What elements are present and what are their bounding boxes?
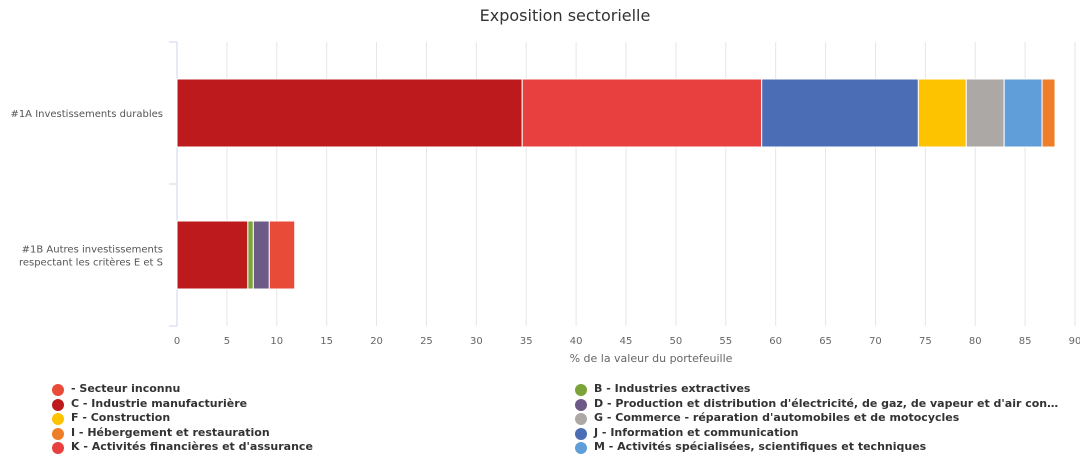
legend-marker: [575, 398, 587, 411]
x-tick-label: 55: [719, 336, 732, 347]
x-tick-label: 35: [520, 336, 533, 347]
category-label: #1A Investissements durables: [10, 109, 163, 120]
x-tick-label: 60: [769, 336, 782, 347]
bar-segment[interactable]: [761, 78, 919, 148]
x-tick-label: 25: [420, 336, 433, 347]
legend-label: J - Information et communication: [594, 425, 799, 439]
legend-marker: [52, 442, 64, 455]
legend-label: F - Construction: [71, 411, 171, 425]
x-tick-label: 50: [670, 336, 683, 347]
legend-label: D - Production et distribution d'électri…: [594, 396, 1059, 410]
category-labels: #1A Investissements durables #1B Autres i…: [10, 109, 163, 269]
category-label: respectant les critères E et S: [19, 257, 163, 269]
bar-segment[interactable]: [965, 78, 1005, 148]
legend-label: M - Activités spécialisées, scientifique…: [594, 440, 927, 454]
x-tick-label: 85: [1019, 336, 1032, 347]
x-tick-label: 10: [270, 336, 283, 347]
legend-marker: [575, 427, 587, 440]
category-label: #1B Autres investissements: [22, 245, 163, 256]
legend-marker: [575, 384, 587, 396]
bar-segment[interactable]: [247, 220, 254, 290]
x-axis-label: % de la valeur du portefeuille: [570, 352, 733, 365]
bar-segment[interactable]: [521, 78, 763, 148]
x-tick-label: 70: [869, 336, 882, 347]
x-axis-ticks: 0 5 10 15 20 25 30 35 40 45 50 55 60 65 70 75 80 85 90: [174, 336, 1080, 347]
bar-segment[interactable]: [176, 220, 249, 290]
legend-label: I - Hébergement et restauration: [71, 425, 270, 439]
x-tick-label: 80: [969, 336, 982, 347]
bar-segment[interactable]: [1041, 78, 1056, 148]
x-tick-label: 30: [470, 336, 483, 347]
legend-label: - Secteur inconnu: [71, 382, 181, 395]
legend-label: C - Industrie manufacturière: [71, 396, 248, 410]
legend-marker: [575, 413, 587, 426]
x-tick-label: 65: [819, 336, 832, 347]
legend-marker: [52, 384, 64, 396]
legend-label: K - Activités financières et d'assurance: [71, 440, 313, 454]
chart-title: Exposition sectorielle: [480, 6, 651, 25]
stacked-bar-chart: Exposition sectorielle #1A Investissemen…: [10, 6, 1080, 365]
bar-segment[interactable]: [268, 220, 296, 290]
x-tick-label: 20: [370, 336, 383, 347]
x-tick-label: 15: [320, 336, 333, 347]
bar-segment[interactable]: [917, 78, 967, 148]
x-tick-label: 90: [1069, 336, 1080, 347]
legend-marker: [52, 398, 64, 411]
bars: [176, 78, 1056, 290]
legend-label: B - Industries extractives: [594, 382, 751, 395]
bar-segment[interactable]: [252, 220, 270, 290]
x-tick-label: 75: [919, 336, 932, 347]
bar-segment[interactable]: [176, 78, 523, 148]
bar-segment[interactable]: [1003, 78, 1043, 148]
x-tick-label: 40: [570, 336, 583, 347]
legend-label: G - Commerce - réparation d'automobiles …: [594, 411, 960, 425]
x-tick-label: 0: [174, 336, 180, 347]
legend-marker: [52, 413, 64, 426]
x-tick-label: 45: [620, 336, 633, 347]
x-tick-label: 5: [224, 336, 230, 347]
legend-marker: [52, 427, 64, 440]
legend-marker: [575, 442, 587, 455]
